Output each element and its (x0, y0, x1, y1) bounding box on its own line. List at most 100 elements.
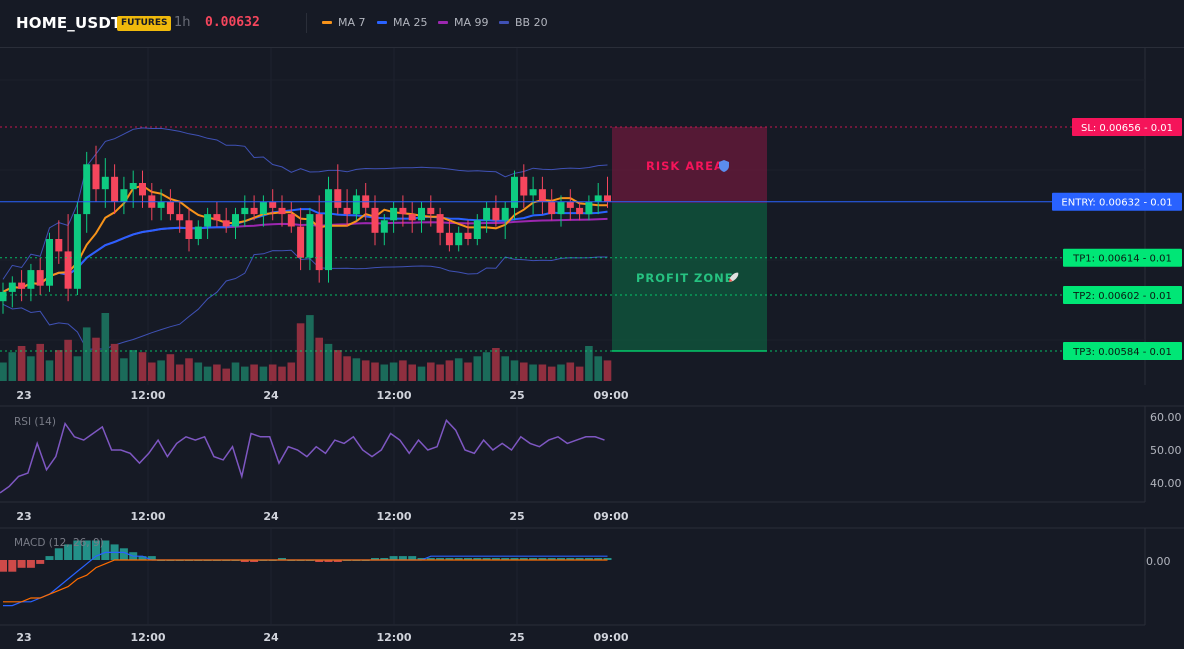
candle-body (194, 226, 202, 239)
candle-body (566, 201, 574, 208)
macd-histogram-bar (529, 558, 538, 560)
rsi-series (0, 418, 605, 494)
volume-bar (427, 362, 435, 381)
candle-body (576, 207, 584, 215)
macd-histogram-bar (408, 556, 417, 560)
macd-histogram-bar (482, 558, 491, 560)
candle-body (101, 176, 109, 190)
time-tick-label: 09:00 (593, 389, 628, 402)
candle-body (0, 291, 7, 302)
chart-header: HOME_USDT FUTURES 1h 0.00632 MA 7 MA 25 … (0, 0, 1184, 48)
candle-body (287, 214, 295, 227)
legend-label: BB 20 (515, 16, 548, 29)
volume-bar (157, 360, 165, 381)
profit-zone (612, 203, 767, 351)
macd-histogram-bar (250, 560, 259, 562)
candle-body (585, 201, 593, 215)
timeframe-label[interactable]: 1h (174, 15, 191, 30)
macd-histogram-bar (101, 540, 110, 560)
candle-body (427, 207, 435, 215)
legend-label: MA 7 (338, 16, 366, 29)
rsi-tick-50: 50.00 (1150, 444, 1182, 457)
sl-level-label: SL: 0.00656 - 0.01 (1081, 123, 1173, 134)
candle-body (129, 183, 137, 190)
volume-bar (129, 350, 137, 381)
symbol-title[interactable]: HOME_USDT (16, 14, 122, 32)
rsi-line (0, 418, 605, 494)
risk-area-zone (612, 127, 767, 203)
candle-body (36, 270, 44, 286)
macd-histogram-bar (64, 544, 73, 560)
legend-swatch (438, 21, 448, 24)
candle-body (315, 214, 323, 271)
macd-histogram-bar (417, 558, 426, 560)
macd-histogram-bar (92, 540, 100, 560)
legend-ma99[interactable]: MA 99 (438, 16, 489, 29)
macd-histogram-bar (54, 548, 63, 560)
candle-body (325, 189, 332, 271)
macd-histogram-bar (538, 558, 547, 560)
candle-body (259, 201, 267, 215)
legend-label: MA 25 (393, 16, 428, 29)
candle-body (111, 176, 119, 202)
macd-histogram-bar (8, 560, 17, 572)
legend-bb20[interactable]: BB 20 (499, 16, 548, 29)
volume-bar (417, 366, 426, 381)
macd-histogram-bar (240, 560, 249, 562)
macd-histogram-bar (278, 558, 286, 560)
volume-bar (510, 360, 519, 381)
volume-bar (352, 358, 361, 381)
macd-histogram-bar (26, 560, 35, 568)
candle-body (511, 176, 518, 208)
time-tick-label: 12:00 (376, 389, 411, 402)
candle-body (538, 189, 546, 202)
candle-body (204, 214, 212, 227)
candle-body (92, 164, 100, 190)
legend-ma7[interactable]: MA 7 (322, 16, 366, 29)
volume-bar (575, 366, 584, 381)
tp-level-badge (1063, 286, 1182, 304)
futures-badge: FUTURES (117, 16, 172, 31)
macd-histogram-bar (324, 560, 333, 562)
volume-bar (120, 358, 128, 381)
candle-body (185, 220, 193, 239)
volume-bar (538, 364, 547, 381)
volume-bar (268, 364, 277, 381)
volume-bar (594, 356, 602, 381)
volume-bar (55, 350, 63, 381)
candle-body (46, 239, 53, 286)
macd-histogram-bar (519, 558, 528, 560)
legend-ma25[interactable]: MA 25 (377, 16, 428, 29)
legend-swatch (322, 21, 332, 24)
candle-body (8, 282, 16, 292)
rsi-tick-40: 40.00 (1150, 477, 1182, 490)
macd-histogram-bar (584, 558, 593, 560)
volume-bar (361, 360, 370, 381)
macd-histogram-bar (73, 540, 82, 560)
bb-upper-line (2, 127, 608, 280)
volume-bar (464, 362, 472, 381)
volume-bar (492, 348, 500, 381)
volume-bar (296, 323, 305, 381)
candle-body (166, 201, 174, 215)
macd-series (0, 540, 612, 607)
macd-histogram-bar (594, 558, 603, 560)
time-tick-label: 24 (263, 631, 279, 644)
volume-bar (520, 362, 528, 381)
candle-body (501, 207, 509, 221)
time-tick-label: 24 (263, 389, 279, 402)
time-tick-label: 09:00 (593, 631, 628, 644)
volume-bar (454, 358, 463, 381)
trade-levels: SL: 0.00656 - 0.01 ENTRY: 0.00632 - 0.01 T… (0, 118, 1182, 360)
volume-bar (473, 356, 482, 381)
volume-bar (371, 362, 379, 381)
volume-bar (203, 366, 212, 381)
macd-histogram-bar (426, 558, 435, 560)
shield-icon (719, 160, 729, 172)
volume-bar (64, 339, 72, 381)
macd-histogram-bar (557, 558, 565, 560)
candle-body (483, 207, 491, 221)
macd-tick-zero: 0.00 (1146, 555, 1171, 568)
time-tick-label: 23 (16, 389, 31, 402)
